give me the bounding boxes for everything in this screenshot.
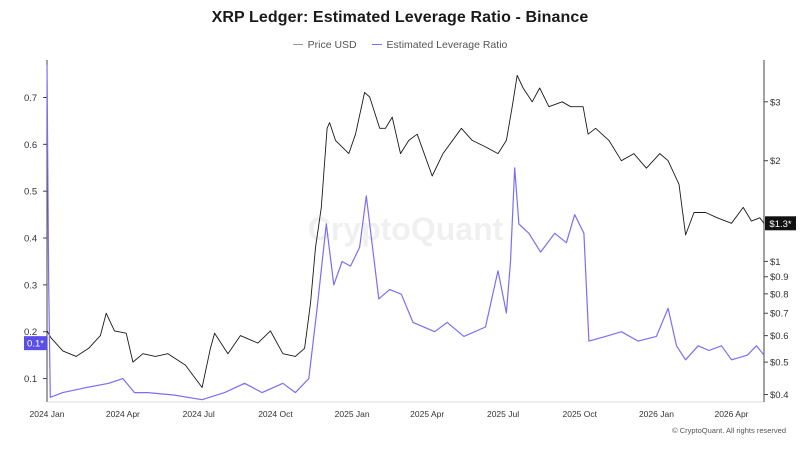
x-tick-label: 2025 Jul bbox=[487, 409, 519, 419]
y-left-tick-label: 0.6 bbox=[24, 140, 37, 151]
y-left-tick-label: 0.2 bbox=[24, 327, 37, 338]
x-tick-label: 2025 Oct bbox=[562, 409, 597, 419]
x-tick-label: 2024 Jul bbox=[183, 409, 215, 419]
legend-item-leverage[interactable]: Estimated Leverage Ratio bbox=[371, 38, 508, 51]
y-right-tick-label: $0.9 bbox=[770, 272, 789, 283]
chart-title: XRP Ledger: Estimated Leverage Ratio - B… bbox=[211, 9, 589, 26]
legend-swatch-price bbox=[292, 44, 303, 45]
price-current-badge bbox=[765, 216, 796, 231]
y-left-tick-label: 0.5 bbox=[24, 187, 37, 198]
legend-item-price[interactable]: Price USD bbox=[292, 38, 357, 51]
leverage-current-label: 0.1* bbox=[27, 339, 44, 350]
y-left-tick-label: 0.7 bbox=[24, 93, 37, 104]
x-tick-label: 2026 Apr bbox=[714, 409, 748, 419]
watermark-text: CryptoQuant bbox=[308, 211, 504, 247]
x-tick-label: 2025 Apr bbox=[410, 409, 444, 419]
y-right-tick-label: $0.5 bbox=[770, 358, 789, 369]
y-right-tick-label: $2 bbox=[770, 156, 781, 167]
x-tick-label: 2024 Oct bbox=[258, 409, 293, 419]
leverage-current-badge bbox=[24, 336, 47, 351]
chart-legend: Price USD Estimated Leverage Ratio bbox=[0, 36, 800, 51]
y-right-tick-label: $0.8 bbox=[770, 289, 789, 300]
x-tick-label: 2024 Jan bbox=[30, 409, 65, 419]
price-usd-line bbox=[46, 74, 765, 388]
legend-label-price: Price USD bbox=[307, 38, 357, 51]
x-tick-label: 2024 Apr bbox=[106, 409, 140, 419]
y-right-tick-label: $3 bbox=[770, 97, 781, 108]
x-tick-label: 2025 Jan bbox=[335, 409, 370, 419]
price-current-label: $1.3* bbox=[769, 219, 791, 230]
y-left-tick-label: 0.3 bbox=[24, 280, 37, 291]
y-right-tick-label: $0.6 bbox=[770, 331, 789, 342]
leverage-ratio-line bbox=[46, 64, 765, 401]
x-tick-label: 2026 Jan bbox=[639, 409, 674, 419]
legend-swatch-leverage bbox=[371, 44, 382, 45]
copyright-footer: © CryptoQuant. All rights reserved bbox=[672, 426, 786, 435]
y-left-tick-label: 0.1 bbox=[24, 374, 37, 385]
y-left-tick-label: 0.4 bbox=[24, 234, 37, 245]
legend-label-leverage: Estimated Leverage Ratio bbox=[386, 38, 508, 51]
y-right-tick-label: $0.7 bbox=[770, 309, 789, 320]
y-right-tick-label: $0.4 bbox=[770, 390, 789, 401]
y-right-tick-label: $1 bbox=[770, 257, 781, 268]
